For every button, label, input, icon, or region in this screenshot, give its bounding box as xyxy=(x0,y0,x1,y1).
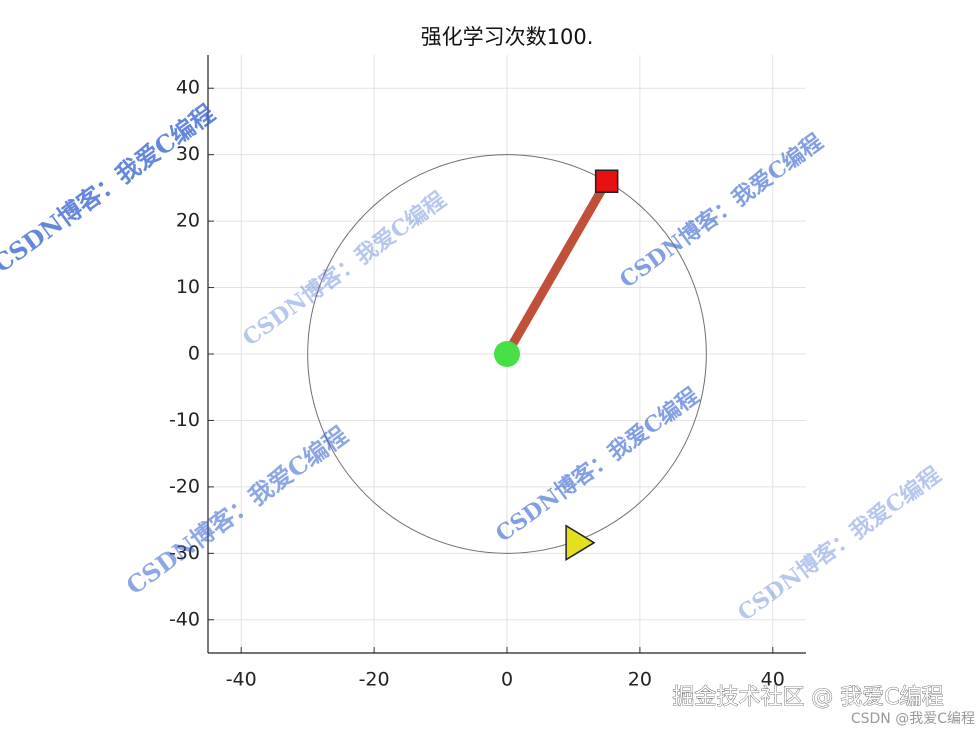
y-tick-label: -20 xyxy=(169,475,200,497)
x-tick-label: -20 xyxy=(359,669,390,691)
x-tick-label: 40 xyxy=(761,669,785,691)
pivot-marker xyxy=(494,341,520,367)
triangle-marker xyxy=(565,524,596,562)
chart-title: 强化学习次数100. xyxy=(421,25,594,49)
circle-path xyxy=(307,154,707,554)
y-tick-label: 30 xyxy=(176,143,200,165)
square-marker xyxy=(594,169,619,193)
x-tick-label: 0 xyxy=(501,669,513,691)
y-tick-label: 10 xyxy=(176,276,200,298)
y-tick-label: -40 xyxy=(169,608,200,630)
x-tick-label: -40 xyxy=(226,669,257,691)
rod xyxy=(502,176,612,359)
footer-sub: CSDN @我爱C编程 xyxy=(851,711,975,727)
y-tick-label: 0 xyxy=(188,343,200,365)
y-tick-label: 20 xyxy=(176,210,200,232)
y-tick-label: -30 xyxy=(169,542,200,564)
x-tick-label: 20 xyxy=(628,669,652,691)
footer-main: 掘金技术社区 @ 我爱C编程 xyxy=(672,685,943,710)
y-tick-label: -10 xyxy=(169,409,200,431)
y-tick-label: 40 xyxy=(176,77,200,99)
